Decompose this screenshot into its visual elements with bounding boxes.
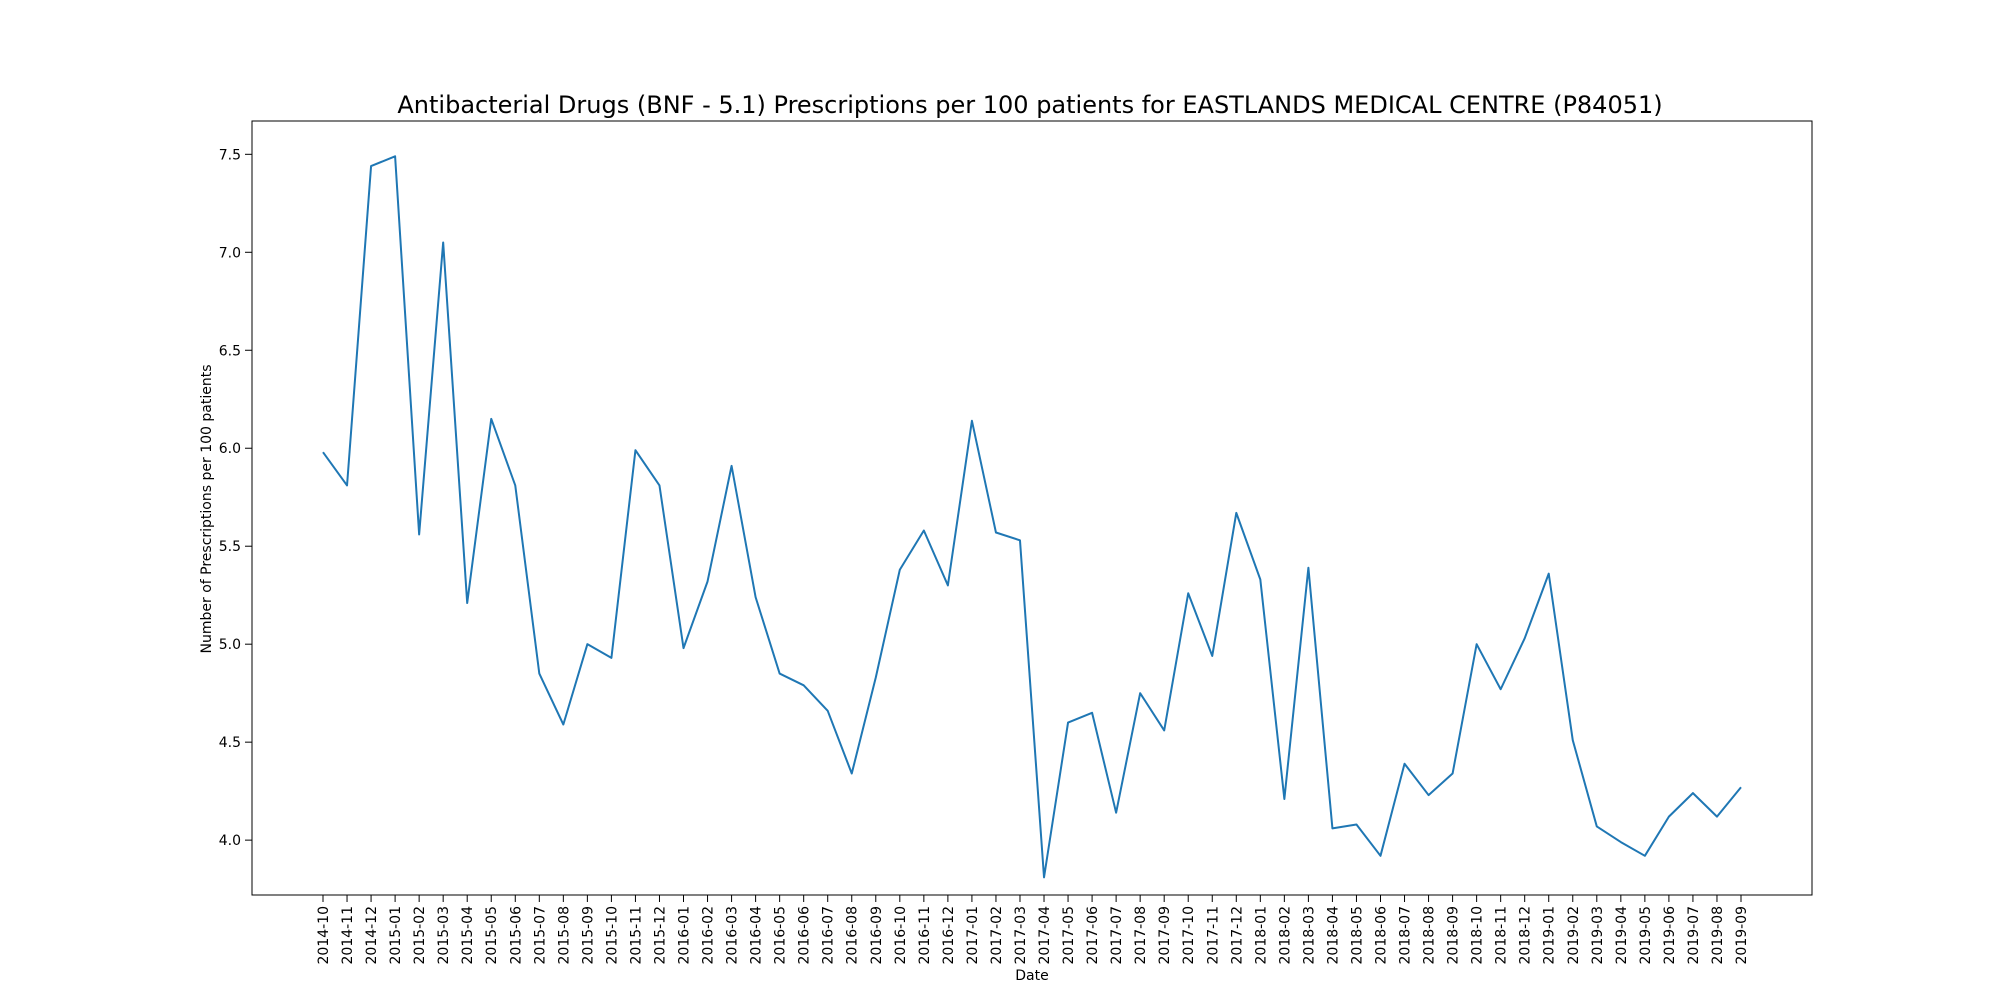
x-tick-label: 2016-06 <box>797 906 813 965</box>
x-tick-label: 2019-05 <box>1638 906 1654 965</box>
y-tick-label: 4.5 <box>219 735 241 751</box>
x-tick-label: 2015-10 <box>604 906 620 965</box>
x-tick-label: 2018-08 <box>1422 906 1438 965</box>
plot-area <box>251 120 1813 896</box>
y-tick-label: 5.5 <box>219 539 241 555</box>
series-line <box>322 155 1742 879</box>
x-tick-label: 2018-10 <box>1470 906 1486 965</box>
x-tick-label: 2017-06 <box>1085 906 1101 965</box>
x-tick-label: 2016-09 <box>869 906 885 965</box>
x-tick-label: 2017-04 <box>1037 906 1053 965</box>
x-tick-label: 2018-09 <box>1446 906 1462 965</box>
chart-title: Antibacterial Drugs (BNF - 5.1) Prescrip… <box>397 91 1662 119</box>
x-tick-label: 2016-03 <box>725 906 741 965</box>
x-tick-label: 2018-07 <box>1398 906 1414 965</box>
x-tick-label: 2016-08 <box>845 906 861 965</box>
x-axis-label: Date <box>1015 968 1048 984</box>
y-tick-label: 6.5 <box>219 343 241 359</box>
x-axis: 2014-10 2014-11 2014-12 2015-01 2015-02 2015-… <box>316 895 1750 965</box>
x-tick-label: 2018-02 <box>1277 906 1293 965</box>
x-tick-label: 2019-07 <box>1686 906 1702 965</box>
x-tick-label: 2017-08 <box>1133 906 1149 965</box>
x-tick-label: 2015-12 <box>652 906 668 965</box>
x-tick-label: 2018-01 <box>1253 906 1269 965</box>
y-tick-label: 7.0 <box>219 245 241 261</box>
x-tick-label: 2015-01 <box>388 906 404 965</box>
x-tick-label: 2014-10 <box>316 906 332 965</box>
x-tick-label: 2016-12 <box>941 906 957 965</box>
x-tick-label: 2015-04 <box>460 906 476 965</box>
x-tick-label: 2015-02 <box>412 906 428 965</box>
x-tick-label: 2014-11 <box>340 906 356 965</box>
x-tick-label: 2018-03 <box>1301 906 1317 965</box>
x-tick-label: 2017-10 <box>1181 906 1197 965</box>
x-tick-label: 2015-08 <box>556 906 572 965</box>
x-tick-label: 2015-05 <box>484 906 500 965</box>
y-tick-label: 4.0 <box>219 833 241 849</box>
x-tick-label: 2018-05 <box>1349 906 1365 965</box>
x-tick-label: 2019-09 <box>1734 906 1750 965</box>
x-tick-label: 2016-01 <box>677 906 693 965</box>
x-tick-label: 2015-07 <box>532 906 548 965</box>
x-tick-label: 2014-12 <box>364 906 380 965</box>
y-axis-label: Number of Prescriptions per 100 patients <box>199 365 215 654</box>
x-tick-label: 2016-05 <box>773 906 789 965</box>
x-tick-label: 2018-06 <box>1373 906 1389 965</box>
x-tick-label: 2015-03 <box>436 906 452 965</box>
x-tick-label: 2019-08 <box>1710 906 1726 965</box>
y-tick-label: 5.0 <box>219 637 241 653</box>
x-tick-label: 2017-09 <box>1157 906 1173 965</box>
x-tick-label: 2019-03 <box>1590 906 1606 965</box>
x-tick-label: 2015-09 <box>580 906 596 965</box>
x-tick-label: 2018-11 <box>1494 906 1510 965</box>
x-tick-label: 2017-01 <box>965 906 981 965</box>
y-axis: 4.0 4.5 5.0 5.5 6.0 6.5 7.0 7.5 <box>219 147 252 849</box>
x-tick-label: 2016-04 <box>749 906 765 965</box>
x-tick-label: 2019-02 <box>1566 906 1582 965</box>
x-tick-label: 2016-11 <box>917 906 933 965</box>
x-tick-label: 2019-06 <box>1662 906 1678 965</box>
y-tick-label: 7.5 <box>219 147 241 163</box>
x-tick-label: 2017-02 <box>989 906 1005 965</box>
x-tick-label: 2016-10 <box>893 906 909 965</box>
x-tick-label: 2017-05 <box>1061 906 1077 965</box>
x-tick-label: 2016-07 <box>821 906 837 965</box>
x-tick-label: 2019-01 <box>1542 906 1558 965</box>
x-tick-label: 2017-07 <box>1109 906 1125 965</box>
x-tick-label: 2015-06 <box>508 906 524 965</box>
x-tick-label: 2017-12 <box>1229 906 1245 965</box>
x-tick-label: 2018-04 <box>1325 906 1341 965</box>
x-tick-label: 2019-04 <box>1614 906 1630 965</box>
y-tick-label: 6.0 <box>219 441 241 457</box>
x-tick-label: 2018-12 <box>1518 906 1534 965</box>
x-tick-label: 2016-02 <box>701 906 717 965</box>
x-tick-label: 2015-11 <box>628 906 644 965</box>
x-tick-label: 2017-03 <box>1013 906 1029 965</box>
x-tick-label: 2017-11 <box>1205 906 1221 965</box>
